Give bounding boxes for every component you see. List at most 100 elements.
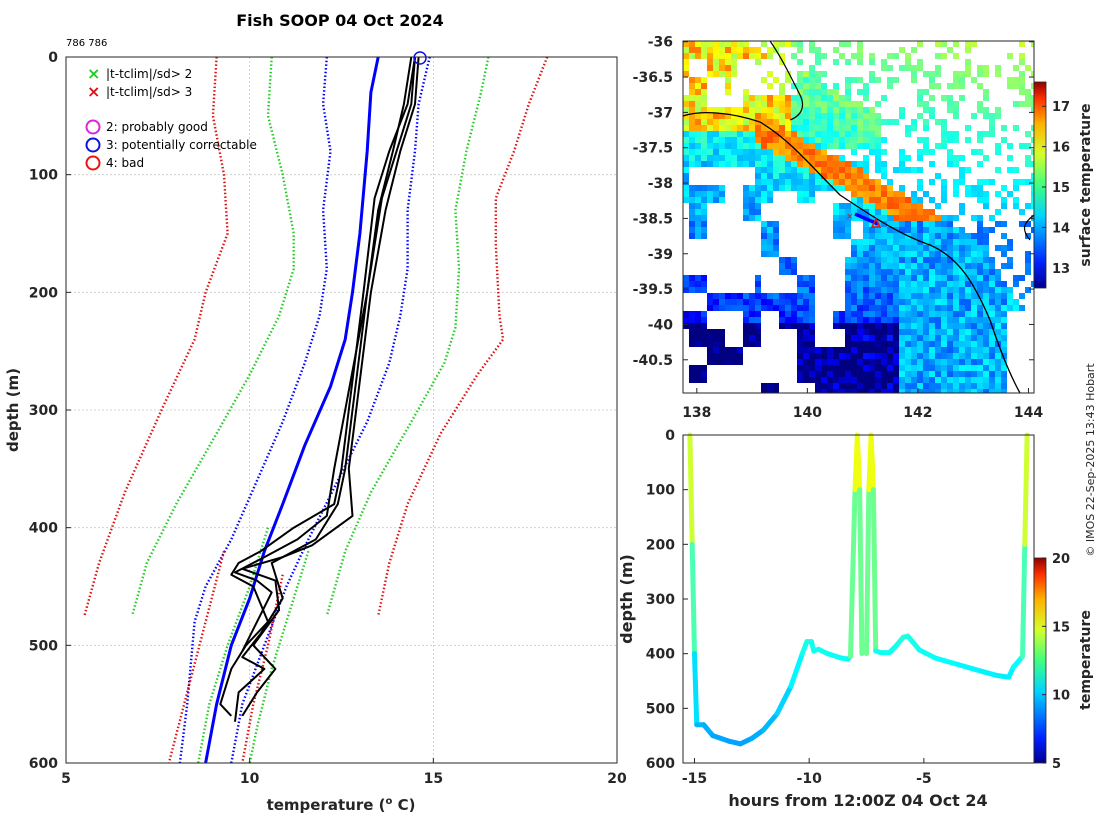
sst-cell — [1019, 293, 1025, 299]
sst-cell — [779, 95, 785, 101]
sst-cell — [971, 239, 977, 245]
sst-cell — [851, 107, 857, 113]
sst-cell — [845, 161, 851, 167]
section-x-tick-label-2: -5 — [916, 771, 932, 787]
sst-cell — [869, 245, 875, 251]
flag-marker-potentially-correctable — [413, 51, 427, 65]
sst-cell — [845, 311, 851, 317]
sst-cell — [683, 101, 689, 107]
section-cbar-tick-label-1: 10 — [1052, 689, 1070, 704]
sst-cell — [857, 281, 863, 287]
sst-cell — [845, 209, 851, 215]
sst-cell — [935, 377, 941, 383]
profile-series-clim-3sd — [377, 56, 549, 617]
sst-cell — [779, 311, 785, 317]
sst-cell — [845, 119, 851, 125]
sst-cell — [965, 341, 971, 347]
section-segment-1-0 — [864, 487, 872, 657]
sst-cell — [953, 305, 959, 311]
sst-cell — [755, 101, 761, 107]
sst-cell — [803, 305, 809, 311]
sst-cell — [767, 383, 773, 389]
sst-cell — [875, 287, 881, 293]
sst-cell — [1007, 245, 1013, 251]
sst-cell — [779, 53, 785, 59]
section-segment-1-14 — [978, 668, 1000, 679]
sst-cell — [743, 95, 749, 101]
sst-cell — [971, 77, 977, 83]
profile-x-ticks: 5 10 15 20 — [61, 758, 627, 787]
sst-cell — [767, 155, 773, 161]
sst-cell — [1013, 185, 1019, 191]
sst-cell — [851, 143, 857, 149]
sst-cell — [833, 95, 839, 101]
sst-cell — [905, 323, 911, 329]
sst-cell — [953, 155, 959, 161]
sst-cell — [977, 227, 983, 233]
sst-cell — [875, 167, 881, 173]
sst-cell — [1031, 95, 1034, 101]
sst-cell — [815, 125, 821, 131]
sst-cell — [689, 149, 695, 155]
sst-cell — [833, 143, 839, 149]
sst-cell — [905, 251, 911, 257]
sst-cell — [959, 95, 965, 101]
sst-cell — [695, 53, 701, 59]
profile-series-clim-2sd — [130, 56, 295, 617]
sst-cell — [959, 287, 965, 293]
sst-cell — [923, 347, 929, 353]
sst-cell — [887, 263, 893, 269]
sst-cell — [881, 197, 887, 203]
sst-cell — [803, 143, 809, 149]
sst-cell — [839, 119, 845, 125]
sst-cell — [719, 155, 725, 161]
sst-cell — [821, 389, 827, 393]
sst-cell — [923, 353, 929, 359]
sst-cell — [1001, 329, 1007, 335]
sst-cell — [845, 95, 851, 101]
sst-cell — [857, 47, 863, 53]
sst-cell — [1031, 197, 1034, 203]
sst-cell — [947, 293, 953, 299]
sst-cell — [809, 125, 815, 131]
sst-cell — [701, 197, 707, 203]
sst-cell — [785, 77, 791, 83]
sst-cell — [797, 89, 803, 95]
sst-cell — [971, 383, 977, 389]
sst-cell — [839, 347, 845, 353]
sst-cell — [695, 317, 701, 323]
sst-cell — [899, 371, 905, 377]
sst-cell — [989, 227, 995, 233]
sst-cell — [953, 131, 959, 137]
sst-cell — [755, 95, 761, 101]
sst-cell — [935, 65, 941, 71]
sst-cell — [731, 161, 737, 167]
sst-cell — [881, 209, 887, 215]
sst-cell — [971, 389, 977, 393]
sst-cell — [995, 245, 1001, 251]
sst-cell — [911, 341, 917, 347]
sst-cell — [707, 335, 713, 341]
sst-cell — [797, 95, 803, 101]
sst-cell — [683, 137, 689, 143]
sst-cell — [905, 341, 911, 347]
sst-cell — [815, 173, 821, 179]
sst-cell — [1031, 191, 1034, 197]
sst-cell — [887, 179, 893, 185]
sst-cell — [797, 341, 803, 347]
sst-cell — [857, 269, 863, 275]
sst-cell — [773, 155, 779, 161]
sst-cell — [881, 173, 887, 179]
sst-cell — [707, 293, 713, 299]
sst-cell — [809, 119, 815, 125]
sst-cell — [965, 71, 971, 77]
sst-cell — [959, 317, 965, 323]
sst-cell — [1001, 335, 1007, 341]
sst-cell — [821, 155, 827, 161]
map-y-tick-label-4: -38 — [648, 176, 673, 192]
sst-cell — [827, 119, 833, 125]
sst-cell — [1031, 101, 1034, 107]
sst-cell — [959, 371, 965, 377]
sst-cell — [761, 161, 767, 167]
sst-cell — [773, 299, 779, 305]
